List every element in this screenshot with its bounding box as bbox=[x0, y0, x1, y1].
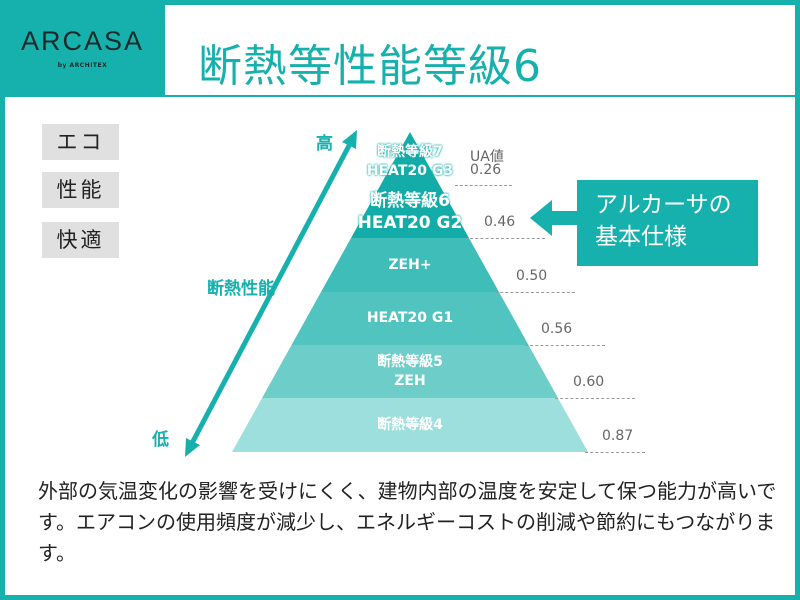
ua-value-4: 0.56 bbox=[541, 321, 573, 337]
level-6: 断熱等級6 HEAT20 G2 bbox=[290, 190, 530, 234]
pyramid-layer bbox=[380, 132, 440, 185]
axis-high: 高 bbox=[316, 134, 333, 154]
level-label: HEAT20 G2 bbox=[357, 213, 463, 233]
level-5: 断熱等級5 ZEH bbox=[290, 353, 530, 391]
pyramid-layer bbox=[321, 238, 499, 292]
divider-line bbox=[585, 452, 645, 453]
page-title: 断熱等性能等級6 bbox=[198, 41, 542, 92]
title-panel bbox=[165, 5, 795, 95]
ua-value-1: 0.26 bbox=[470, 162, 502, 178]
divider-line bbox=[455, 185, 512, 186]
logo-brand: ARCASA bbox=[20, 26, 145, 56]
ua-value-6: 0.87 bbox=[602, 428, 634, 444]
pyramid-layer bbox=[351, 185, 469, 238]
level-label: 断熱等級5 bbox=[377, 354, 443, 370]
ua-value-2: 0.46 bbox=[484, 214, 516, 230]
level-label: 断熱等級7 bbox=[377, 144, 443, 160]
pyramid-layer bbox=[291, 292, 529, 345]
pyramid-layer bbox=[262, 345, 558, 398]
callout-line: 基本仕様 bbox=[595, 224, 687, 250]
divider-line bbox=[495, 292, 575, 293]
ua-value-5: 0.60 bbox=[573, 374, 605, 390]
tag-comfort: 快適 bbox=[42, 222, 119, 258]
level-label: 断熱等級4 bbox=[377, 417, 443, 433]
axis-low: 低 bbox=[152, 430, 169, 450]
axis-label: 断熱性能 bbox=[207, 279, 275, 299]
ua-value-3: 0.50 bbox=[516, 268, 548, 284]
callout-line: アルカーサの bbox=[595, 192, 732, 218]
level-heat20-g1: HEAT20 G1 bbox=[290, 309, 530, 328]
logo-sub: by ARCHITEX bbox=[57, 62, 108, 69]
tag-performance: 性能 bbox=[42, 172, 119, 208]
level-7: 断熱等級7 HEAT20 G3 bbox=[290, 143, 530, 181]
level-label: HEAT20 G3 bbox=[366, 163, 454, 179]
divider-line bbox=[555, 398, 635, 399]
level-label: HEAT20 G1 bbox=[366, 310, 454, 326]
arrow-left-icon bbox=[530, 200, 577, 236]
ua-header: UA値 bbox=[470, 149, 504, 165]
arrow-down-icon bbox=[185, 438, 200, 457]
divider-line bbox=[465, 238, 545, 239]
logo: ARCASA by ARCHITEX bbox=[0, 0, 165, 95]
performance-arrow-shaft bbox=[187, 138, 355, 449]
arrow-up-icon bbox=[342, 130, 357, 149]
description-text: 外部の気温変化の影響を受けにくく、建物内部の温度を安定して保つ能力が高いです。エ… bbox=[38, 479, 777, 565]
level-4: 断熱等級4 bbox=[290, 416, 530, 435]
level-zeh-plus: ZEH+ bbox=[290, 256, 530, 275]
pyramid-layer bbox=[232, 398, 588, 452]
level-label: 断熱等級6 bbox=[370, 191, 450, 211]
tag-eco: エコ bbox=[42, 124, 119, 160]
level-label: ZEH bbox=[394, 373, 426, 389]
basic-spec-callout: アルカーサの 基本仕様 bbox=[577, 180, 758, 266]
level-label: ZEH+ bbox=[388, 257, 432, 273]
divider-line bbox=[525, 345, 605, 346]
